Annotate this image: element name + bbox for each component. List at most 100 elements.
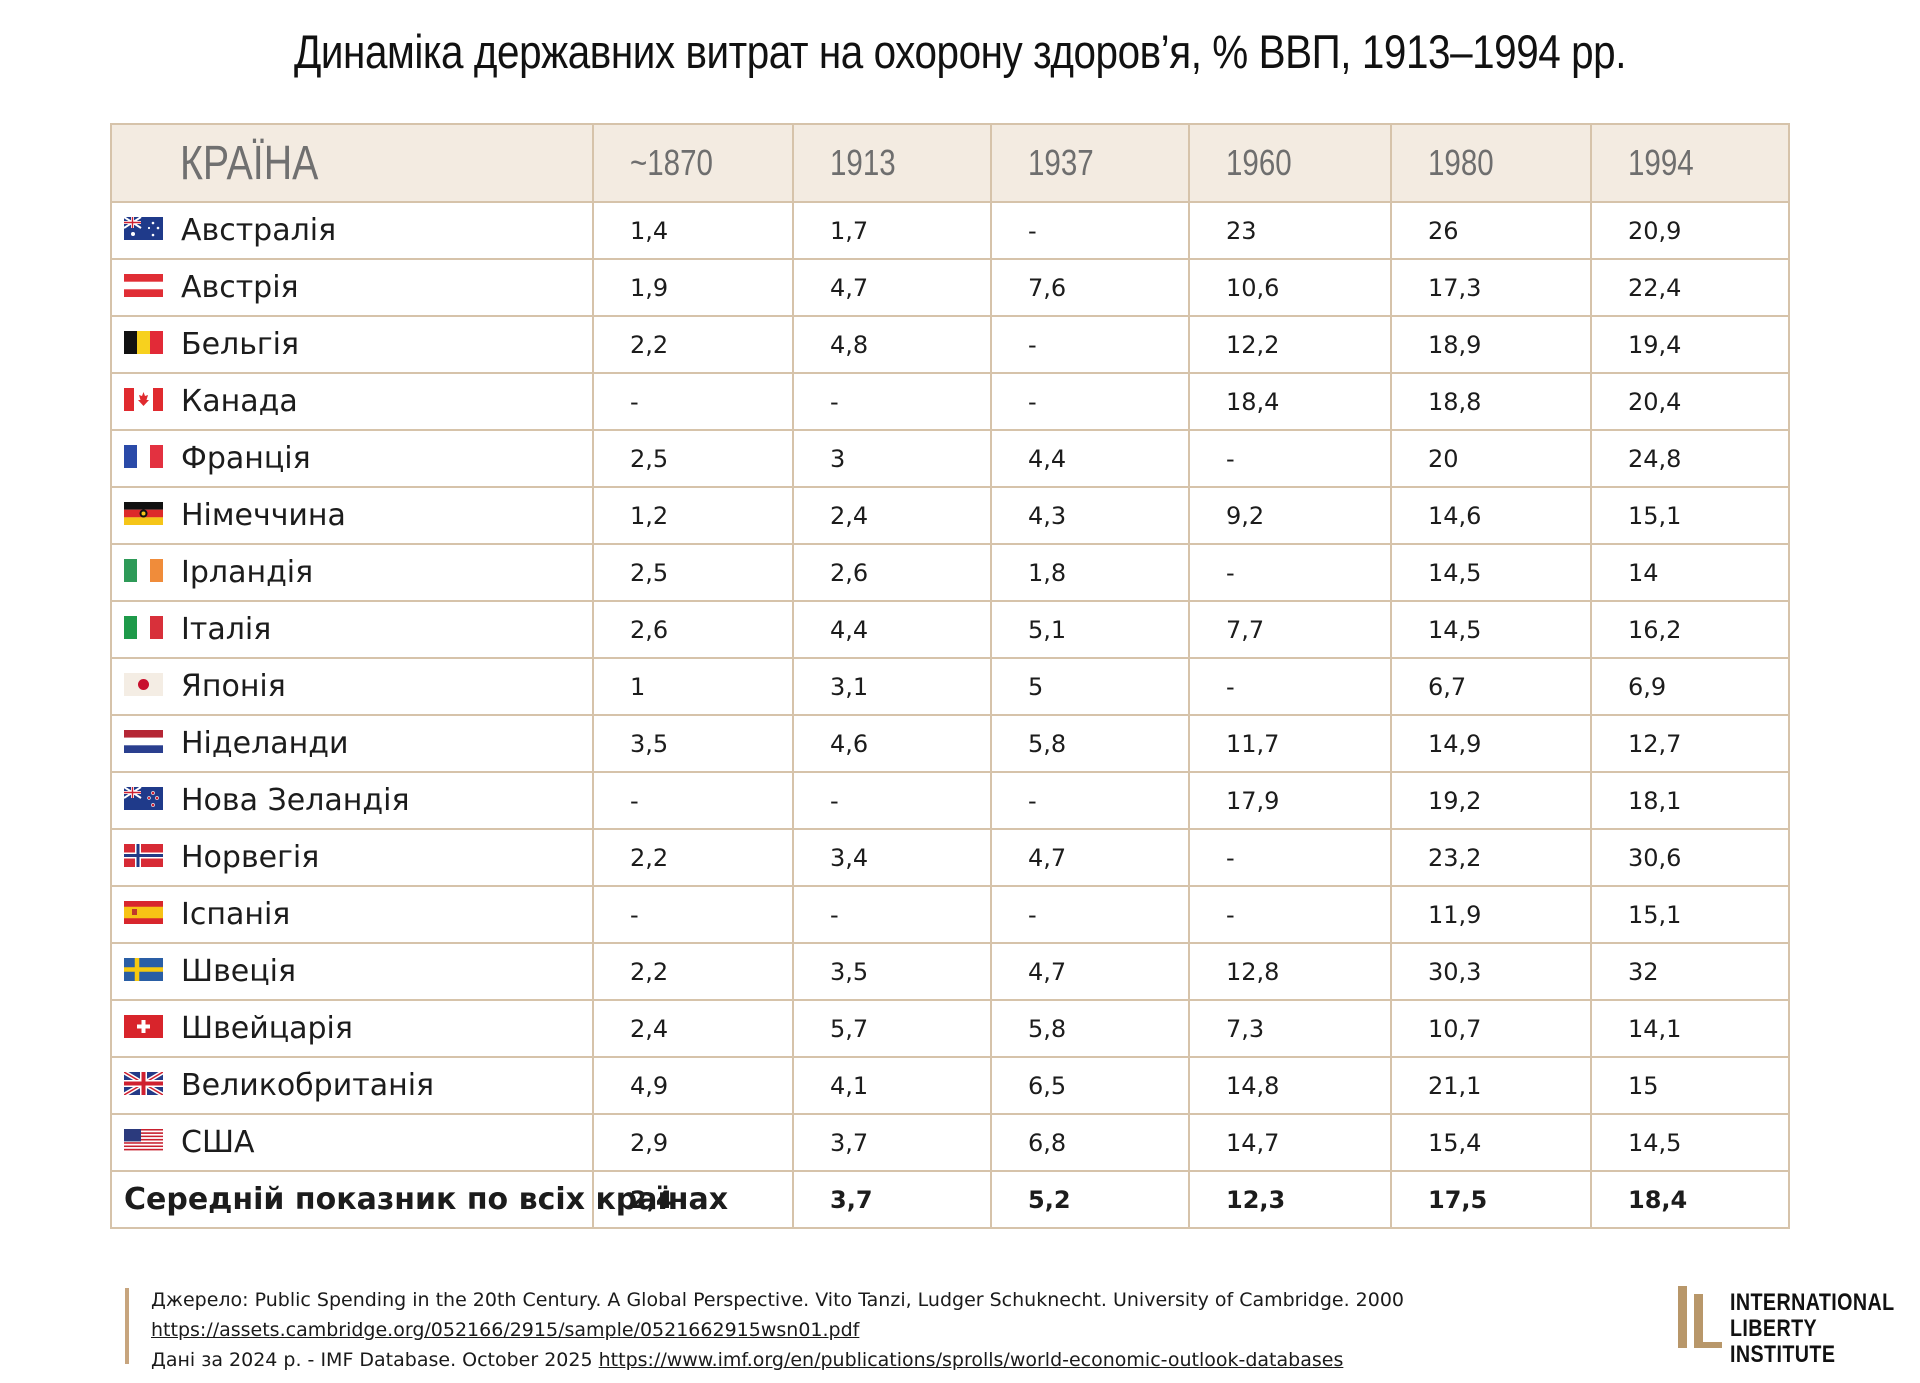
value-cell: 3,5 [792,942,992,1001]
value-cell: 2,2 [592,828,794,887]
value-cell: 12,7 [1590,714,1790,773]
france-flag-icon [124,445,163,468]
table-row: Швейцарія 2,4 5,7 5,8 7,3 10,7 14,1 [110,999,1790,1058]
value-cell: 3,5 [592,714,794,773]
country-name: Франція [181,441,311,476]
value-cell: 2,2 [592,942,794,1001]
value-cell: - [1188,885,1392,944]
country-name: Японія [181,669,286,704]
value-cell: 14,9 [1390,714,1592,773]
average-value-cell: 5,2 [990,1170,1190,1229]
value-cell: 24,8 [1590,429,1790,488]
value-cell: - [990,372,1190,431]
country-name: Норвегія [181,840,320,875]
value-cell: 23 [1188,201,1392,260]
column-header-year: 1994 [1590,123,1790,203]
value-cell: 18,8 [1390,372,1592,431]
canada-flag-icon [124,388,163,411]
value-cell: - [1188,657,1392,716]
value-cell: 4,9 [592,1056,794,1115]
value-cell: 22,4 [1590,258,1790,317]
header-row: КРАЇНА ~1870 1913 1937 1960 1980 1994 [110,123,1790,203]
average-label: Середній показник по всіх країнах [110,1170,728,1229]
value-cell: 4,7 [792,258,992,317]
value-cell: 16,2 [1590,600,1790,659]
country-name: Австрія [181,270,299,305]
value-cell: 20,4 [1590,372,1790,431]
value-cell: 1,8 [990,543,1190,602]
value-cell: - [592,372,794,431]
value-cell: 6,7 [1390,657,1592,716]
value-cell: 2,6 [792,543,992,602]
data-table: КРАЇНА ~1870 1913 1937 1960 1980 1994 Австралі… [110,123,1790,1229]
value-cell: 6,9 [1590,657,1790,716]
value-cell: 5,1 [990,600,1190,659]
table-row: Швеція 2,2 3,5 4,7 12,8 30,3 32 [110,942,1790,1001]
table-row: Німеччина 1,2 2,4 4,3 9,2 14,6 15,1 [110,486,1790,545]
average-value-cell: 2,4 [592,1170,794,1229]
usa-flag-icon [124,1129,163,1152]
value-cell: 19,4 [1590,315,1790,374]
value-cell: 17,3 [1390,258,1592,317]
value-cell: 23,2 [1390,828,1592,887]
average-value-cell: 3,7 [792,1170,992,1229]
new-zealand-flag-icon [124,787,163,810]
value-cell: 15,4 [1390,1113,1592,1172]
value-cell: 14 [1590,543,1790,602]
value-cell: 1 [592,657,794,716]
norway-flag-icon [124,844,163,867]
country-name: Ніделанди [181,726,349,761]
logo-text: International Liberty Institute [1730,1290,1895,1368]
value-cell: 4,7 [990,828,1190,887]
country-cell: Італія [110,600,594,659]
value-cell: 20 [1390,429,1592,488]
value-cell: 14,6 [1390,486,1592,545]
value-cell: 7,7 [1188,600,1392,659]
table-row: Іспанія - - - -11,9 15,1 [110,885,1790,944]
table-row: Бельгія 2,2 4,8-12,2 18,9 19,4 [110,315,1790,374]
source-link[interactable]: https://assets.cambridge.org/052166/2915… [151,1319,860,1341]
value-cell: 14,8 [1188,1056,1392,1115]
value-cell: 2,6 [592,600,794,659]
value-cell: - [990,771,1190,830]
value-cell: 5,8 [990,999,1190,1058]
country-cell: Швейцарія [110,999,594,1058]
australia-flag-icon [124,217,163,240]
table-row: Норвегія 2,2 3,4 4,7-23,2 30,6 [110,828,1790,887]
country-name: Швейцарія [181,1011,353,1046]
italy-flag-icon [124,616,163,639]
value-cell: 4,4 [792,600,992,659]
country-name: Бельгія [181,327,300,362]
sweden-flag-icon [124,958,163,981]
value-cell: 11,9 [1390,885,1592,944]
value-cell: - [792,372,992,431]
value-cell: 10,6 [1188,258,1392,317]
country-name: Великобританія [181,1068,435,1103]
table-row: Ніделанди 3,5 4,6 5,8 11,7 14,9 12,7 [110,714,1790,773]
value-cell: 4,8 [792,315,992,374]
value-cell: 9,2 [1188,486,1392,545]
country-cell: США [110,1113,594,1172]
belgium-flag-icon [124,331,163,354]
value-cell: 14,1 [1590,999,1790,1058]
country-cell: Німеччина [110,486,594,545]
value-cell: 2,4 [792,486,992,545]
average-value-cell: 17,5 [1390,1170,1592,1229]
value-cell: 4,3 [990,486,1190,545]
value-cell: 4,4 [990,429,1190,488]
table-row: США 2,9 3,7 6,8 14,7 15,4 14,5 [110,1113,1790,1172]
uk-flag-icon [124,1072,163,1095]
country-cell: Швеція [110,942,594,1001]
value-cell: 5 [990,657,1190,716]
value-cell: 5,8 [990,714,1190,773]
data-note: Дані за 2024 р. - IMF Database. October … [151,1349,593,1371]
average-value-cell: 12,3 [1188,1170,1392,1229]
source-line: Джерело: Public Spending in the 20th Cen… [151,1289,1405,1311]
value-cell: 18,9 [1390,315,1592,374]
value-cell: 2,9 [592,1113,794,1172]
imf-link[interactable]: https://www.imf.org/en/publications/spro… [598,1349,1344,1371]
value-cell: 18,4 [1188,372,1392,431]
value-cell: - [990,885,1190,944]
column-header-label: 1960 [1226,142,1292,183]
value-cell: 3,4 [792,828,992,887]
